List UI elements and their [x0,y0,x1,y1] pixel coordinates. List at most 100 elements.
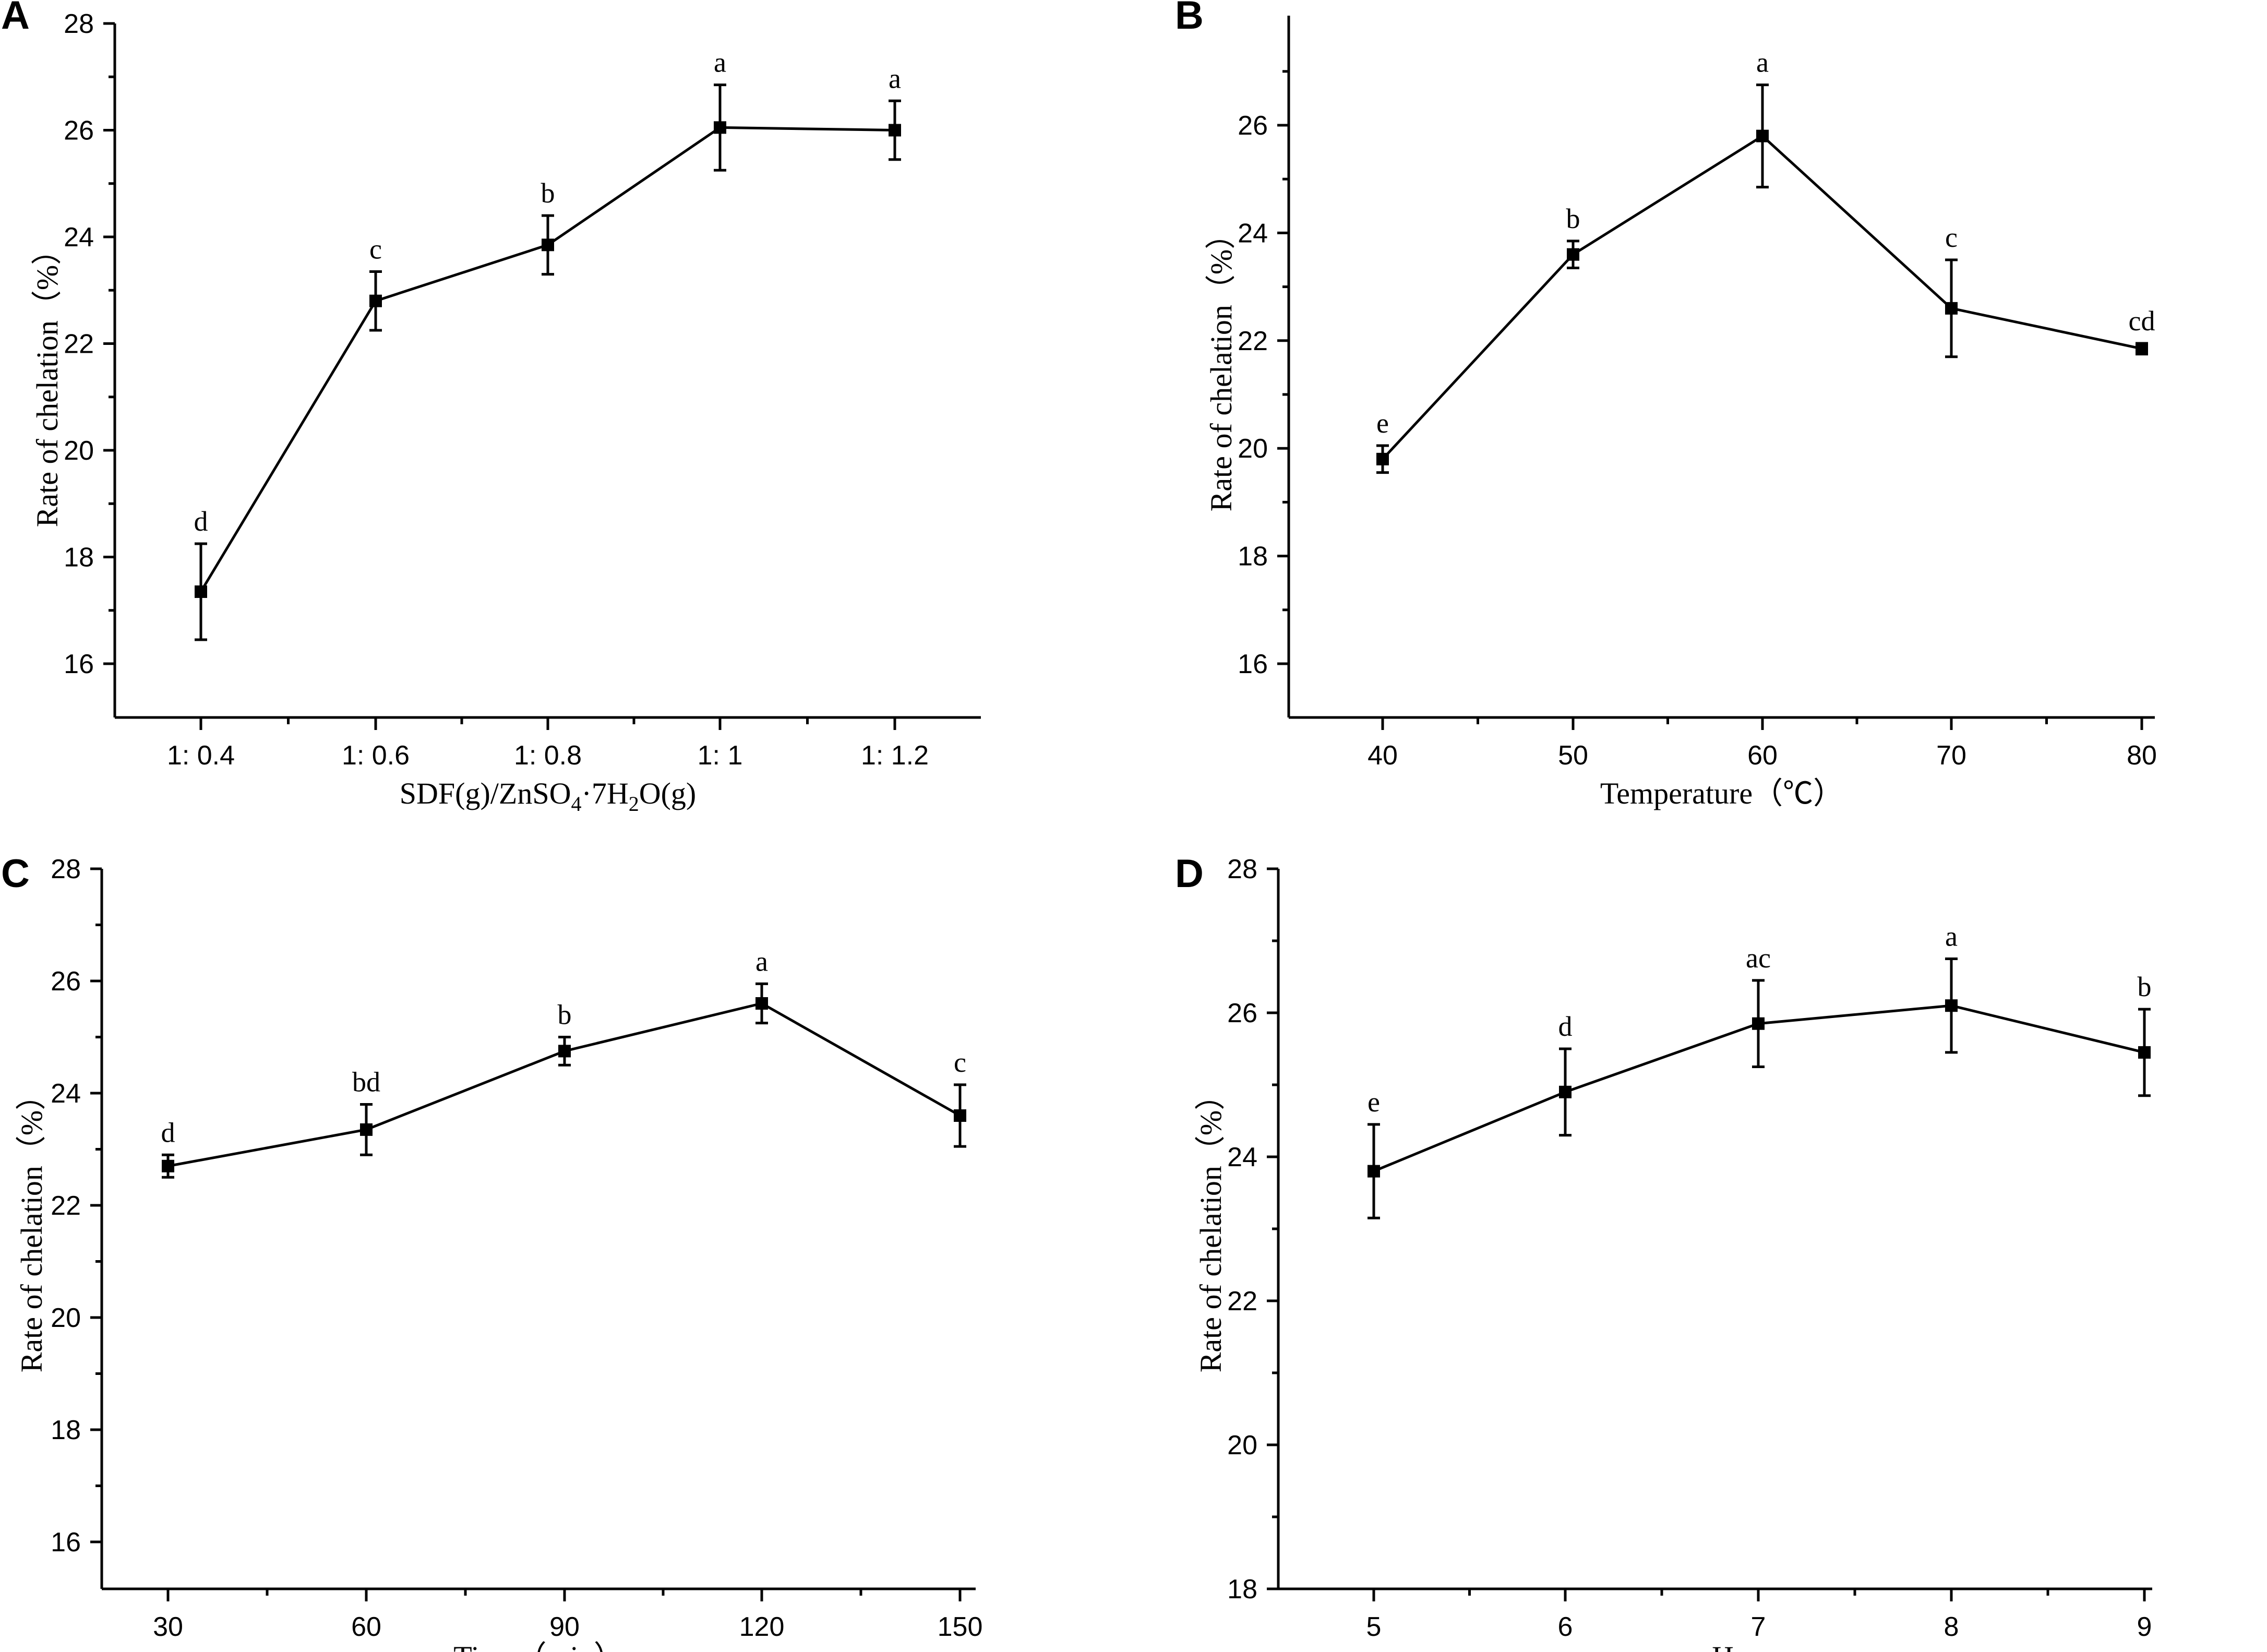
x-axis-title-part: 4 [571,792,582,816]
significance-label: ac [1746,942,1771,974]
data-point [1368,1165,1380,1178]
y-tick-label: 20 [64,436,94,466]
significance-label: b [558,999,572,1031]
significance-label: c [369,233,382,265]
y-tick-label: 16 [64,649,94,679]
significance-label: cd [2129,305,2155,337]
significance-label: e [1368,1086,1380,1118]
data-point [1945,999,1958,1012]
data-point [195,585,207,598]
significance-label: d [194,506,208,537]
x-axis-title: Time（min） [453,1640,624,1652]
data-point [162,1159,174,1172]
y-axis-title: Rate of chelation（%） [1194,1080,1228,1373]
data-point [1945,302,1958,315]
data-point [889,124,901,137]
significance-label: b [2138,971,2152,1002]
panel-label: A [1,0,30,38]
significance-label: c [1945,222,1958,253]
x-tick-label: 40 [1368,740,1398,771]
x-tick-label: 150 [938,1612,983,1642]
y-tick-label: 18 [1238,542,1268,572]
x-tick-label: 70 [1936,740,1966,771]
x-tick-label: 90 [549,1612,580,1642]
x-axis-title-part: SDF(g)/ZnSO [400,776,571,810]
x-tick-label: 1: 0.4 [167,740,235,771]
data-point [360,1123,373,1136]
y-tick-label: 22 [1227,1286,1257,1316]
x-tick-label: 60 [351,1612,381,1642]
x-axis-title: SDF(g)/ZnSO4·7H2O(g) [400,776,696,816]
significance-label: a [755,945,768,977]
y-axis-title: Rate of chelation（%） [30,235,64,528]
x-axis-title: pH [1697,1640,1734,1652]
y-tick-label: 28 [64,9,94,39]
x-tick-label: 60 [1747,740,1778,771]
data-point [1376,452,1389,465]
x-tick-label: 120 [739,1612,785,1642]
x-tick-label: 9 [2137,1612,2152,1642]
x-axis-title: Temperature（℃） [1600,776,1843,810]
data-point [1752,1017,1765,1030]
significance-label: b [541,177,555,209]
data-point [369,294,382,307]
y-tick-label: 24 [64,222,94,253]
y-tick-label: 26 [1238,111,1268,141]
data-point [2138,1046,2151,1059]
significance-label: e [1376,408,1389,439]
y-axis-title: Rate of chelation（%） [1204,219,1238,512]
data-point [1756,129,1769,142]
y-tick-label: 26 [1227,998,1257,1028]
x-tick-label: 1: 1.2 [861,740,929,771]
y-tick-label: 18 [1227,1574,1257,1605]
significance-label: d [1558,1011,1573,1042]
data-point [542,238,554,252]
y-tick-label: 24 [1227,1142,1257,1172]
x-axis-title-part: ·7H [582,776,629,810]
y-tick-label: 26 [64,116,94,146]
y-tick-label: 28 [1227,854,1257,884]
y-tick-label: 22 [51,1191,81,1221]
y-tick-label: 24 [51,1079,81,1109]
data-point [1559,1085,1572,1098]
y-tick-label: 22 [64,329,94,360]
significance-label: a [1756,47,1769,78]
y-tick-label: 20 [1238,434,1268,464]
y-axis-title: Rate of chelation（%） [15,1080,49,1373]
panel-label: C [1,852,30,896]
y-tick-label: 28 [51,854,81,884]
x-tick-label: 80 [2127,740,2157,771]
x-tick-label: 6 [1558,1612,1573,1642]
significance-label: bd [352,1067,380,1098]
y-tick-label: 18 [64,543,94,573]
panel-c: C 16 18 20 22 24 26 28 30 60 90 120 150 d bd b a c Rate of… [1,852,982,1652]
y-tick-label: 20 [51,1303,81,1333]
significance-label: b [1566,203,1580,234]
x-tick-label: 50 [1558,740,1588,771]
panel-b: B 16 18 20 22 24 26 40 50 60 70 80 e b a c cd Rate of che… [1175,0,2157,810]
significance-label: c [954,1047,966,1078]
y-tick-label: 22 [1238,326,1268,356]
data-point [558,1045,571,1058]
panel-label: D [1175,852,1204,896]
y-tick-label: 16 [1238,649,1268,679]
x-axis-title-part: 2 [629,792,639,816]
x-tick-label: 5 [1366,1612,1382,1642]
x-tick-label: 8 [1944,1612,1959,1642]
x-tick-label: 1: 0.6 [342,740,410,771]
x-tick-label: 1: 0.8 [514,740,582,771]
y-tick-label: 16 [51,1527,81,1558]
significance-label: a [714,47,726,78]
y-tick-label: 24 [1238,218,1268,248]
significance-label: a [1945,921,1958,952]
significance-label: d [161,1117,175,1148]
data-point [954,1109,966,1122]
x-tick-label: 30 [153,1612,183,1642]
data-point [2136,342,2148,355]
panel-d: D 18 20 22 24 26 28 5 6 7 8 9 e d ac a b Rate of chelatio… [1175,852,2152,1652]
data-point [1567,248,1579,261]
data-point [714,121,726,134]
y-tick-label: 20 [1227,1430,1257,1461]
